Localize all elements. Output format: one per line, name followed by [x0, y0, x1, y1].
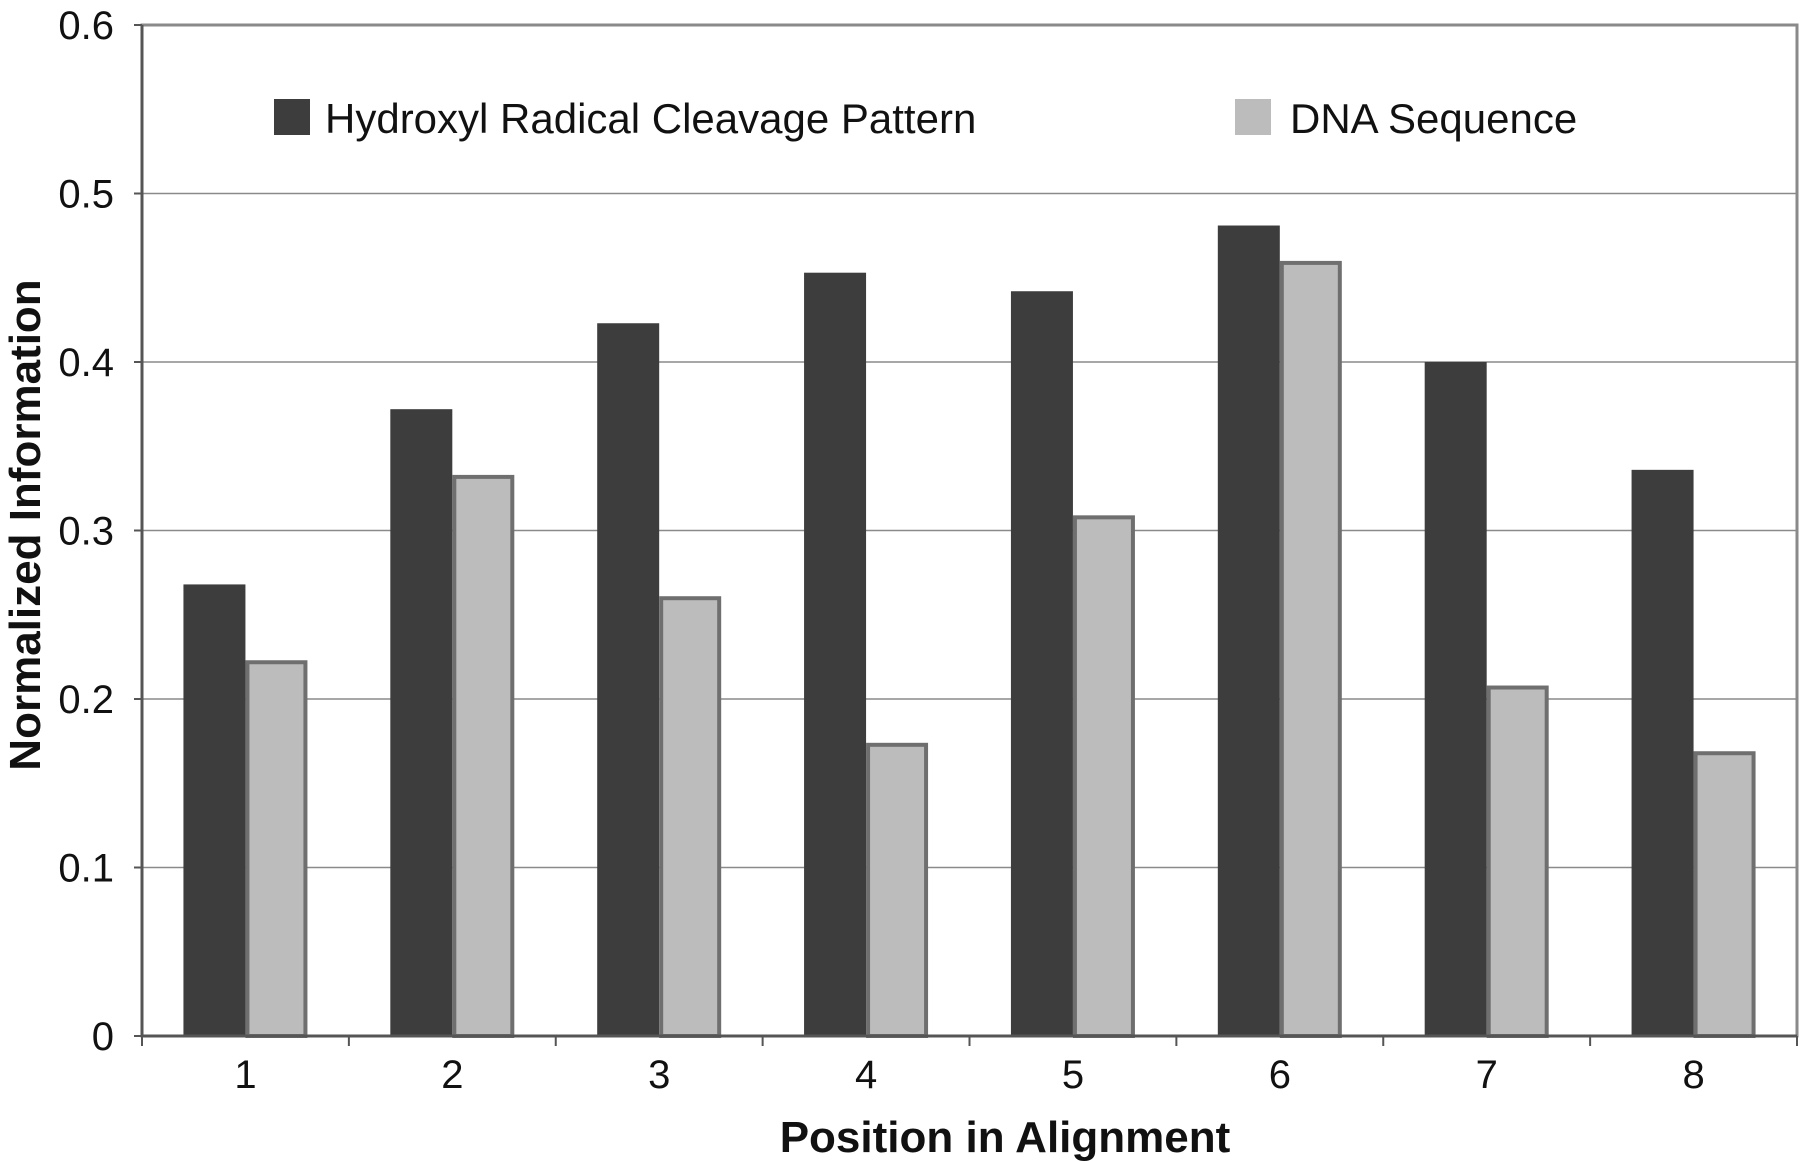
x-tick-label: 2 — [441, 1053, 463, 1097]
bar-hydroxyl — [1424, 362, 1487, 1036]
x-tick-label: 1 — [234, 1053, 256, 1097]
bar-dna — [452, 474, 515, 1038]
bar-hydroxyl — [390, 409, 453, 1036]
y-axis-title: Normalized Information — [1, 279, 50, 770]
bar-dna — [1693, 751, 1756, 1038]
bar-hydroxyl — [1010, 291, 1073, 1037]
x-tick-label: 6 — [1269, 1053, 1291, 1097]
y-tick-labels: 0 0.1 0.2 0.3 0.4 0.5 0.6 — [58, 4, 114, 1059]
y-tick-label: 0.6 — [58, 4, 114, 48]
x-tick-labels: 1 2 3 4 5 6 7 8 — [234, 1053, 1704, 1097]
bar-hydroxyl — [597, 323, 660, 1036]
y-tick-label: 0.2 — [58, 678, 114, 722]
legend-label-hydroxyl: Hydroxyl Radical Cleavage Pattern — [325, 95, 976, 142]
x-tick-label: 3 — [648, 1053, 670, 1097]
x-tick-label: 7 — [1476, 1053, 1498, 1097]
x-axis-title: Position in Alignment — [780, 1113, 1231, 1161]
bar-dna — [1486, 685, 1549, 1039]
bars — [183, 225, 1756, 1039]
axis-ticks — [134, 24, 1798, 1046]
x-tick-label: 5 — [1062, 1053, 1084, 1097]
legend-swatch-hydroxyl — [274, 99, 310, 135]
bar-hydroxyl — [804, 272, 867, 1036]
bar-dna — [866, 742, 929, 1038]
x-tick-label: 4 — [855, 1053, 877, 1097]
x-tick-label: 8 — [1682, 1053, 1704, 1097]
bar-hydroxyl — [1217, 225, 1280, 1036]
y-tick-label: 0.5 — [58, 173, 114, 217]
y-tick-label: 0 — [92, 1015, 114, 1059]
bar-dna — [659, 596, 722, 1039]
bar-dna — [1279, 260, 1342, 1038]
legend: Hydroxyl Radical Cleavage Pattern DNA Se… — [274, 95, 1577, 142]
bar-dna — [1072, 515, 1135, 1038]
legend-label-dna: DNA Sequence — [1290, 95, 1577, 142]
bar-hydroxyl — [1631, 469, 1694, 1037]
bar-hydroxyl — [183, 584, 246, 1036]
y-tick-label: 0.1 — [58, 847, 114, 891]
y-tick-label: 0.3 — [58, 510, 114, 554]
bar-dna — [245, 660, 308, 1038]
legend-swatch-dna — [1235, 99, 1271, 135]
y-tick-label: 0.4 — [58, 341, 114, 385]
